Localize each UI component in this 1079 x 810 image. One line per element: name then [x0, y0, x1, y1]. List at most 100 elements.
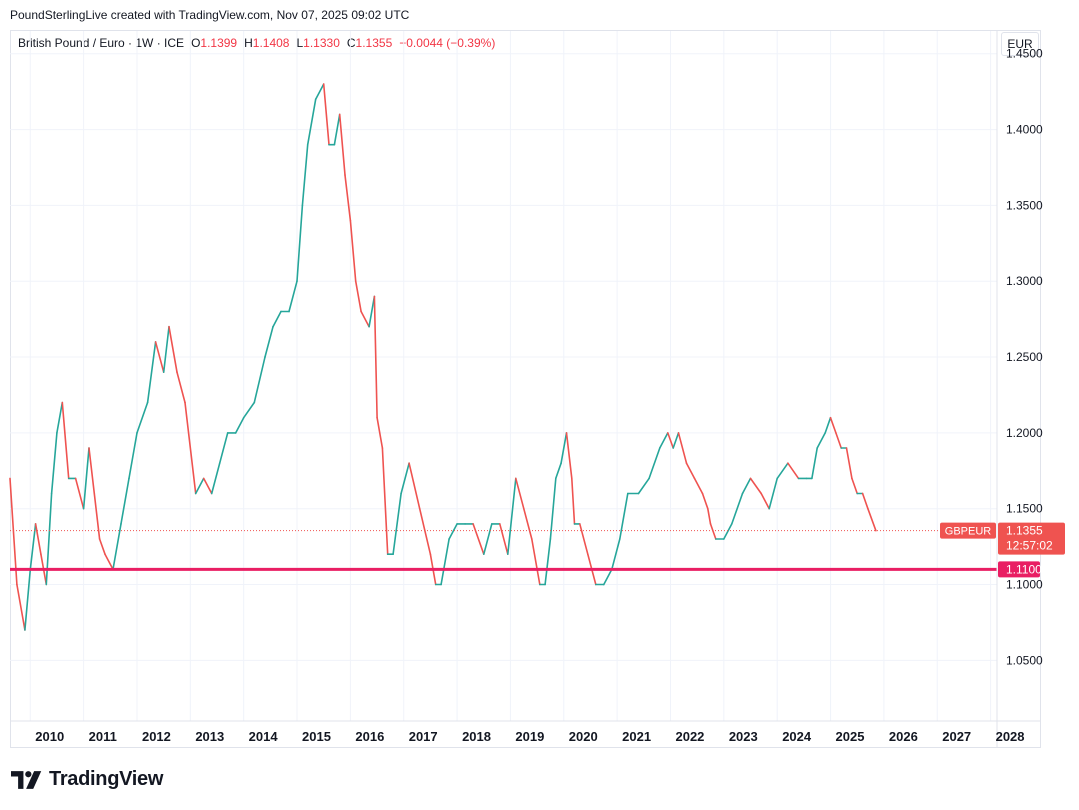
price-segment [408, 462, 421, 510]
x-tick-label: 2017 [409, 729, 438, 744]
x-tick-label: 2015 [302, 729, 331, 744]
price-segment [610, 538, 621, 571]
tradingview-brand[interactable]: TradingView [11, 768, 163, 791]
price-segment [816, 432, 827, 449]
price-segment [34, 523, 42, 556]
price-segment [322, 83, 330, 146]
last-price-tag [998, 522, 1065, 555]
price-segment [787, 462, 800, 480]
price-segment [472, 523, 485, 556]
price-segment [93, 492, 101, 540]
symbol-title[interactable]: British Pound / Euro · 1W · ICE [18, 36, 185, 50]
close-label: C [346, 36, 356, 50]
high-label: H [244, 36, 253, 50]
high-value: 1.1408 [252, 36, 290, 50]
price-segment [338, 113, 346, 176]
ohlc-legend: British Pound / Euro · 1W · ICE O 1.1399… [18, 36, 495, 50]
x-tick-label: 2026 [889, 729, 918, 744]
price-segment [544, 538, 552, 586]
price-segment [98, 538, 106, 556]
price-segment [741, 477, 752, 495]
price-segment [296, 204, 304, 283]
price-segment [162, 325, 170, 374]
x-tick-label: 2021 [622, 729, 651, 744]
price-segment [829, 416, 837, 434]
price-segment [381, 447, 389, 556]
price-segment [234, 416, 245, 434]
change-value: −0.0044 (−0.39%) [399, 36, 496, 50]
x-tick-label: 2027 [942, 729, 971, 744]
price-segment [835, 432, 843, 449]
price-segment [333, 113, 341, 146]
price-segment [9, 477, 18, 586]
y-tick-label: 1.2500 [1006, 350, 1043, 364]
currency-unit-button[interactable]: EUR [1001, 32, 1039, 56]
price-segment [301, 143, 309, 207]
price-segment [400, 462, 410, 495]
x-tick-label: 2019 [515, 729, 544, 744]
y-tick-label: 1.2000 [1006, 426, 1043, 440]
low-value: 1.1330 [303, 36, 340, 50]
close-value: 1.1355 [355, 36, 393, 50]
price-segment [168, 325, 178, 374]
price-segment [768, 477, 779, 510]
x-tick-label: 2010 [35, 729, 64, 744]
price-segment [112, 523, 122, 571]
last-price-value: 1.1355 [1006, 524, 1043, 538]
y-tick-label: 1.0500 [1006, 653, 1043, 667]
price-segment [578, 523, 589, 556]
price-segment [82, 447, 90, 510]
price-segment [288, 280, 298, 313]
x-tick-label: 2012 [142, 729, 171, 744]
x-tick-label: 2025 [836, 729, 865, 744]
low-label: L [296, 36, 304, 50]
price-segment [648, 447, 661, 480]
price-segment [154, 341, 165, 374]
price-segment [176, 371, 186, 404]
price-segment [253, 356, 266, 404]
price-segment [440, 538, 450, 586]
price-segment [349, 219, 357, 283]
price-segment [418, 507, 432, 556]
price-segment [29, 523, 37, 571]
x-tick-label: 2013 [195, 729, 224, 744]
price-segment [376, 416, 384, 449]
price-segment [730, 492, 744, 525]
price-segment [749, 477, 763, 495]
price-segment [565, 432, 573, 480]
price-segment [522, 507, 533, 540]
price-segment [867, 507, 877, 532]
y-tick-label: 1.1000 [1006, 578, 1043, 592]
price-segment [16, 583, 26, 631]
price-segment [74, 477, 85, 510]
price-segment [344, 174, 352, 222]
price-segment [184, 401, 197, 495]
price-segment [861, 492, 869, 510]
horizontal-line-price-tag [998, 561, 1040, 578]
price-segment [570, 477, 576, 525]
y-tick-label: 1.4000 [1006, 123, 1043, 137]
price-segment [760, 492, 771, 510]
price-segment [851, 477, 859, 495]
x-tick-label: 2022 [675, 729, 704, 744]
price-series [9, 83, 877, 631]
price-segment [658, 432, 669, 449]
price-segment [549, 477, 557, 540]
price-segment [448, 523, 458, 540]
price-segment [602, 568, 613, 586]
price-segment [514, 477, 525, 510]
price-segment [482, 523, 493, 556]
time-axis: 2010 2011 2012 2013 2014 2015 2016 2017 2018 2019… [10, 720, 1040, 744]
price-segment [618, 492, 629, 540]
price-segment [666, 432, 675, 449]
bar-countdown: 12:57:02 [1006, 539, 1053, 553]
price-segment [506, 477, 517, 556]
price-segment [56, 401, 64, 434]
x-tick-label: 2018 [462, 729, 491, 744]
y-tick-label: 1.4500 [1006, 47, 1043, 61]
symbol-tag-label: GBPEUR [945, 526, 992, 538]
price-segment [824, 416, 832, 434]
price-segment [210, 462, 221, 495]
